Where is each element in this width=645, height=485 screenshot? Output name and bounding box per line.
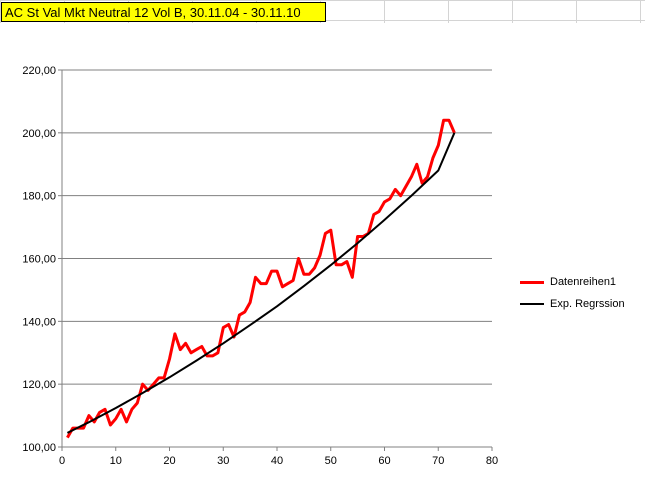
x-tick-label: 40	[271, 455, 283, 467]
y-tick-label: 160,00	[22, 254, 56, 266]
x-tick-label: 60	[378, 455, 390, 467]
series-line-datenreihen1	[66, 118, 456, 439]
series-line-exp-regression	[66, 132, 456, 434]
legend-label-regression: Exp. Regrssion	[550, 298, 625, 310]
legend-label-datenreihen1: Datenreihen1	[550, 276, 617, 288]
y-tick-label: 120,00	[22, 379, 56, 391]
x-tick-label: 20	[163, 455, 175, 467]
y-tick-label: 140,00	[22, 316, 56, 328]
y-tick-label: 200,00	[22, 128, 56, 140]
y-tick-label: 180,00	[22, 191, 56, 203]
x-tick-label: 50	[325, 455, 337, 467]
y-tick-label: 100,00	[22, 442, 56, 454]
title-cell[interactable]: AC St Val Mkt Neutral 12 Vol B, 30.11.04…	[1, 2, 326, 22]
x-tick-label: 80	[486, 455, 498, 467]
legend-item-datenreihen1: Datenreihen1	[520, 271, 625, 293]
x-tick-label: 10	[110, 455, 122, 467]
chart-legend: Datenreihen1 Exp. Regrssion	[520, 271, 625, 315]
x-tick-label: 0	[59, 455, 65, 467]
legend-swatch-black	[520, 303, 544, 305]
y-tick-label: 220,00	[22, 65, 56, 77]
legend-swatch-red	[520, 280, 544, 284]
line-chart: 100,00 120,00 140,00 160,00 180,00 200,00 220,…	[22, 65, 498, 467]
legend-item-regression: Exp. Regrssion	[520, 293, 625, 315]
x-tick-label: 70	[432, 455, 444, 467]
x-tick-label: 30	[217, 455, 229, 467]
chart-area[interactable]: 100,00 120,00 140,00 160,00 180,00 200,00 220,…	[0, 23, 645, 485]
